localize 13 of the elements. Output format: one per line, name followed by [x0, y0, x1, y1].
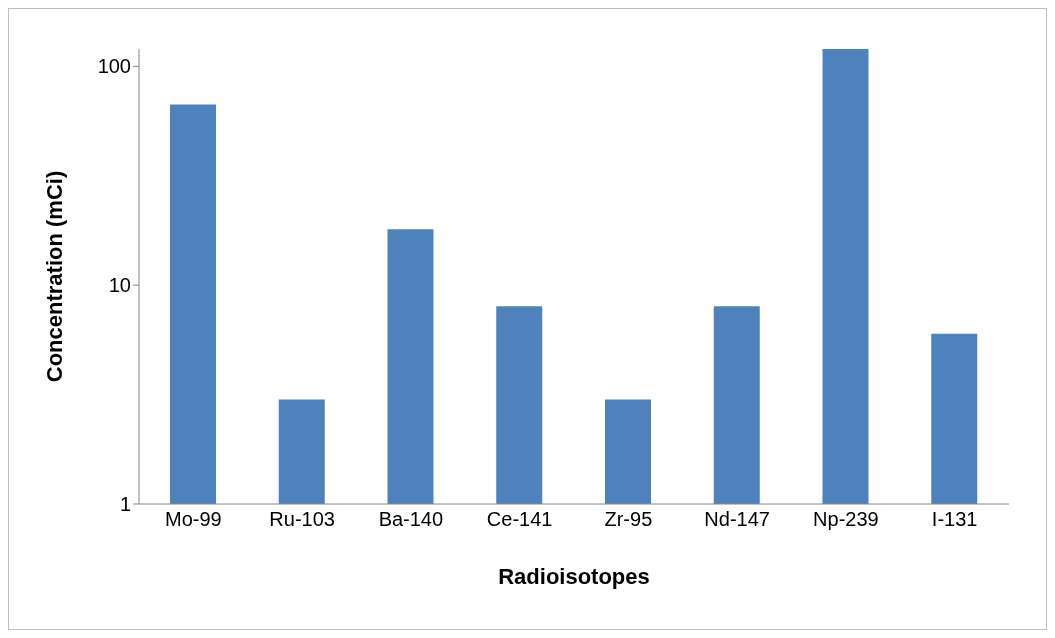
x-tick-label: Np-239	[813, 508, 879, 531]
y-tick-label: 10	[108, 274, 131, 297]
x-tick-label: I-131	[931, 508, 978, 531]
x-tick-label: Ce-141	[486, 508, 553, 531]
y-axis-title: Concentration (mCi)	[41, 170, 67, 383]
x-tick-label: Mo-99	[165, 508, 222, 531]
y-tick-label: 1	[119, 493, 131, 516]
x-tick-label: Nd-147	[704, 508, 770, 531]
x-tick-label: Ba-140	[378, 508, 444, 531]
x-tick-label: Ru-103	[269, 508, 335, 531]
x-axis-title: Radioisotopes	[498, 564, 650, 589]
x-tick-label: Zr-95	[604, 508, 653, 531]
y-tick-label: 100	[97, 55, 131, 78]
